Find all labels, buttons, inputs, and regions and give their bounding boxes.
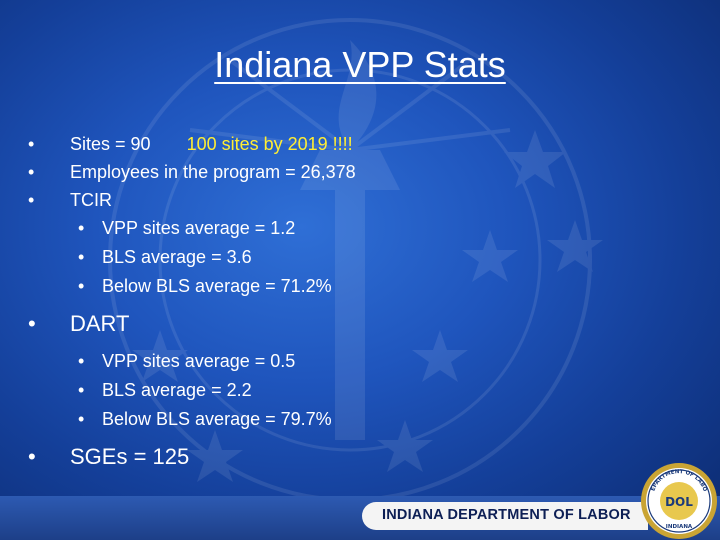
bullet-list: Sites = 90 100 sites by 2019 !!!! Employe… <box>28 130 588 472</box>
sites-count: Sites = 90 <box>70 134 151 154</box>
bullet-sites: Sites = 90 100 sites by 2019 !!!! <box>28 130 588 158</box>
tcir-item: VPP sites average = 1.2 <box>28 214 588 243</box>
seal-center-text: DOL <box>665 495 693 509</box>
tcir-label: TCIR <box>70 190 112 210</box>
seal-bottom-text: INDIANA <box>666 524 693 530</box>
tcir-item: BLS average = 3.6 <box>28 243 588 272</box>
bullet-employees: Employees in the program = 26,378 <box>28 158 588 186</box>
tcir-sublist: VPP sites average = 1.2 BLS average = 3.… <box>28 214 588 301</box>
tcir-item: Below BLS average = 71.2% <box>28 272 588 301</box>
dart-item: BLS average = 2.2 <box>28 376 588 405</box>
sites-goal: 100 sites by 2019 !!!! <box>186 134 353 154</box>
dart-item: VPP sites average = 0.5 <box>28 347 588 376</box>
slide-title: Indiana VPP Stats <box>214 44 506 85</box>
footer-strip <box>362 502 648 530</box>
dol-seal-icon: DEPARTMENT OF LABOR DOL INDIANA <box>640 462 717 539</box>
bullet-dart: DART <box>28 309 588 339</box>
bullet-sges: SGEs = 125 <box>28 442 588 472</box>
footer-department-name: INDIANA DEPARTMENT OF LABOR <box>382 507 631 523</box>
dart-sublist: VPP sites average = 0.5 BLS average = 2.… <box>28 347 588 434</box>
bullet-tcir: TCIR <box>28 186 588 214</box>
dart-item: Below BLS average = 79.7% <box>28 405 588 434</box>
